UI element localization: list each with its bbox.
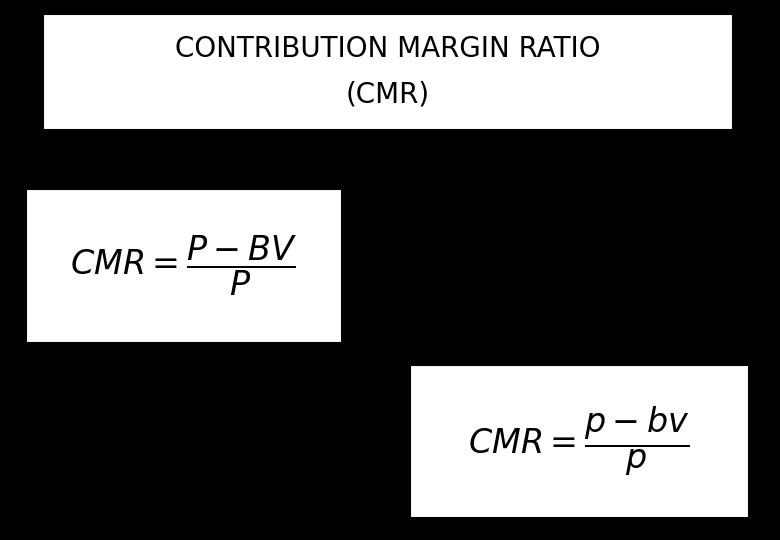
Text: CONTRIBUTION MARGIN RATIO
(CMR): CONTRIBUTION MARGIN RATIO (CMR) xyxy=(176,35,601,109)
Text: $CMR = \dfrac{p - bv}{p}$: $CMR = \dfrac{p - bv}{p}$ xyxy=(468,405,690,478)
FancyBboxPatch shape xyxy=(410,364,749,518)
Text: $CMR = \dfrac{P - BV}{P}$: $CMR = \dfrac{P - BV}{P}$ xyxy=(70,234,297,298)
FancyBboxPatch shape xyxy=(26,189,342,343)
FancyBboxPatch shape xyxy=(43,14,733,130)
